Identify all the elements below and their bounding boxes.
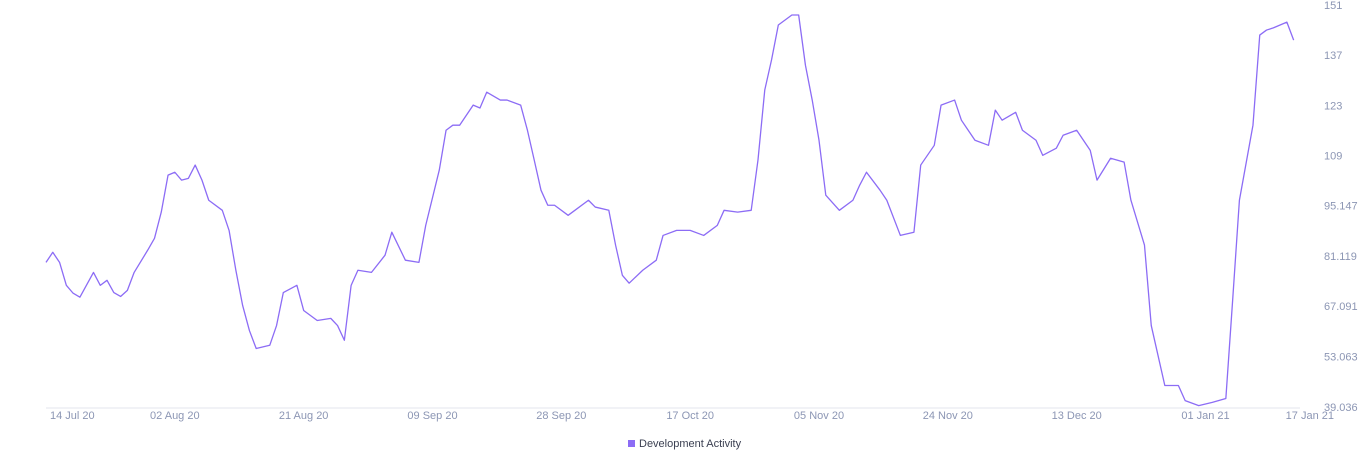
y-tick-label: 137 [1324,50,1342,62]
y-tick-label: 95.147 [1324,200,1358,212]
x-tick-label: 17 Oct 20 [666,410,714,422]
x-tick-label: 13 Dec 20 [1052,410,1102,422]
x-tick-label: 05 Nov 20 [794,410,844,422]
y-tick-label: 123 [1324,100,1342,112]
y-tick-label: 67.091 [1324,301,1358,313]
x-tick-label: 21 Aug 20 [279,410,329,422]
x-tick-label: 28 Sep 20 [536,410,586,422]
y-tick-label: 39.036 [1324,402,1358,414]
data-line [45,14,1295,407]
x-tick-label: 24 Nov 20 [923,410,973,422]
y-tick-label: 109 [1324,151,1342,163]
y-tick-label: 53.063 [1324,352,1358,364]
y-tick-label: 151 [1324,0,1342,12]
legend-swatch [628,440,635,447]
x-tick-label: 02 Aug 20 [150,410,200,422]
legend-label: Development Activity [639,438,742,450]
y-tick-label: 81.119 [1324,251,1357,263]
x-tick-label: 17 Jan 21 [1286,410,1334,422]
x-tick-label: 14 Jul 20 [50,410,95,422]
x-tick-label: 01 Jan 21 [1181,410,1229,422]
x-tick-label: 09 Sep 20 [407,410,457,422]
